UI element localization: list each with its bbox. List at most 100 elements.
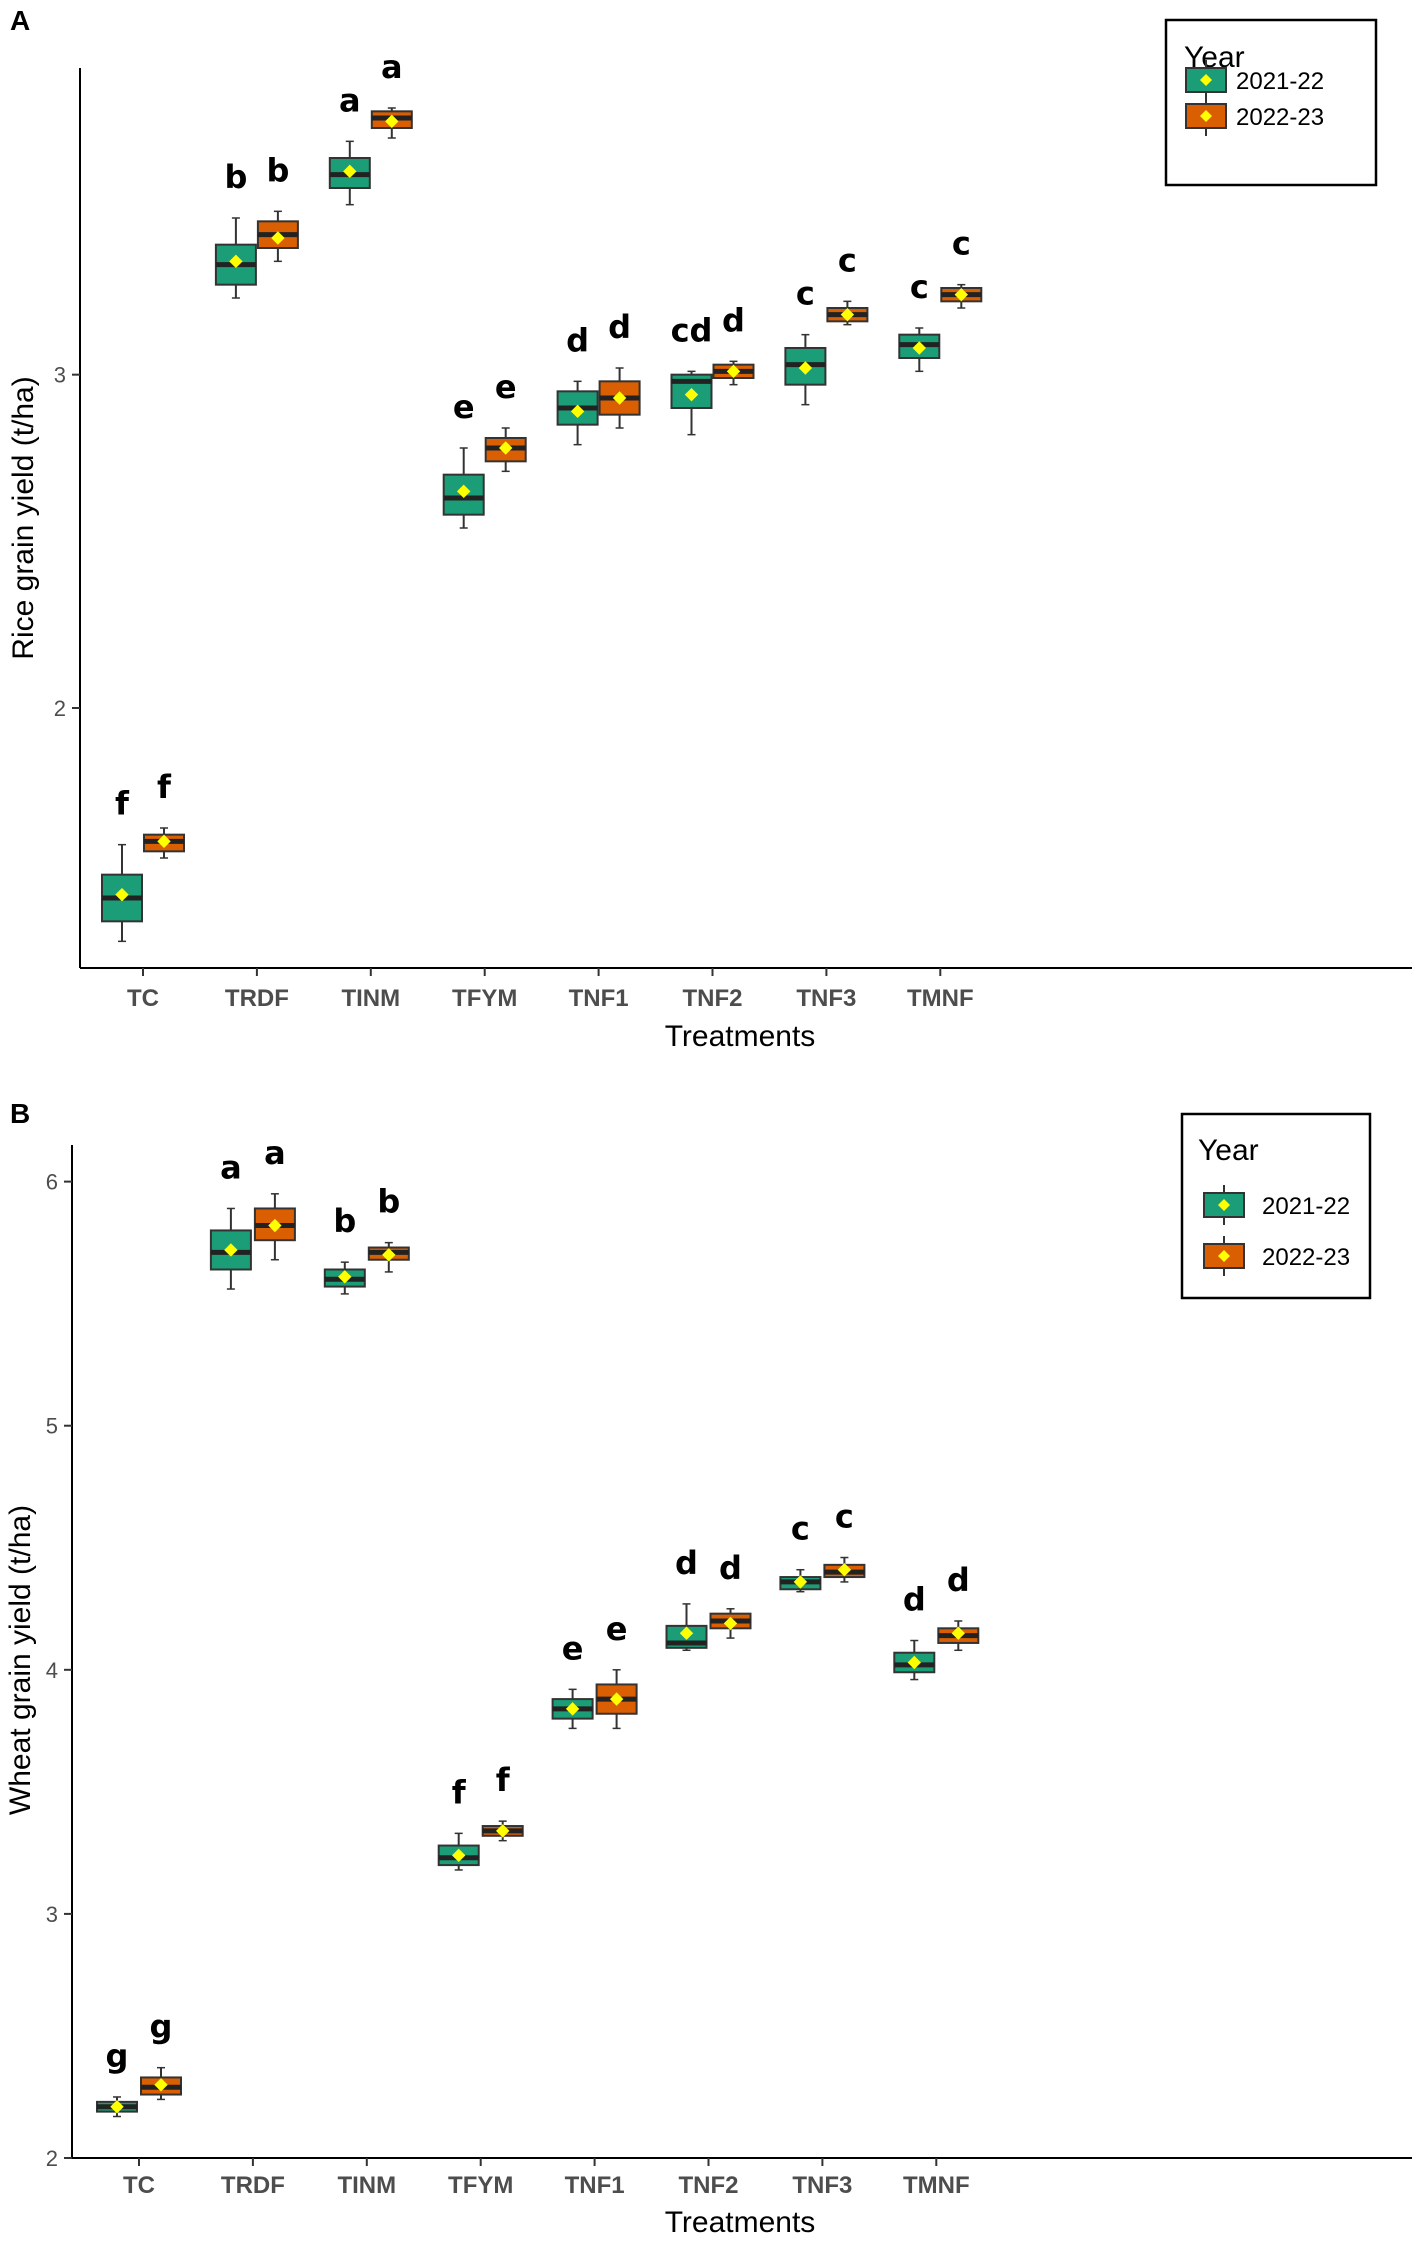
panel-b-x-tick-label: TFYM [448,2172,513,2199]
panel-b-box-2022-23: d [709,1549,752,1639]
panel-b-y-tick-label: 4 [46,1658,58,1683]
panel-a-mean-marker [343,164,357,179]
panel-a-x-tick-label: TFYM [452,985,517,1012]
panel-b-mean-marker [679,1626,694,1640]
panel-a-box-2021-22: b [214,158,257,299]
panel-b-significance-letter: f [496,1761,511,1799]
panel-a-label: A [10,5,30,36]
panel-b-significance-letter: e [606,1610,628,1648]
panel-b-significance-letter: d [903,1581,926,1619]
panel-b-x-tick-label: TMNF [903,2172,970,2199]
panel-b-mean-marker [565,1702,580,1716]
panel-a-x-tick-label: TNF3 [796,985,856,1012]
panel-a-significance-letter: f [157,768,172,806]
panel-b-y-tick-label: 3 [46,1902,58,1927]
panel-a-x-axis-title: Treatments [665,1020,816,1053]
panel-a-mean-marker [726,364,741,379]
panel-a-mean-marker [229,254,243,269]
panel-a-significance-letter: c [952,225,971,263]
panel-a-mean-marker [840,307,855,322]
panel-b-box-2022-23: b [367,1183,410,1273]
panel-a-significance-letter: a [381,48,403,86]
panel-b-significance-letter: g [150,2008,173,2046]
panel-b-y-axis-title: Wheat grain yield (t/ha) [4,1505,37,1815]
panel-b-legend-item: 2022-23 [1203,1236,1350,1276]
panel-a-box-2021-22: d [556,321,599,446]
panel-b-box-2021-22: d [893,1581,936,1681]
panel-b-mean-marker [723,1616,738,1631]
panel-b-legend-mean [1218,1199,1230,1211]
panel-a-mean-marker [498,441,513,455]
panel-a-significance-letter: c [796,275,815,313]
panel-a-box-2022-23: a [370,48,413,139]
panel-a-significance-letter: b [266,151,289,189]
panel-b-box-2022-23: g [140,2008,182,2101]
panel-b-y-tick-label: 6 [46,1170,58,1195]
panel-a-legend-mean [1200,74,1212,86]
panel-a-x-tick-label: TRDF [225,985,289,1012]
panel-a-significance-letter: d [608,308,631,346]
panel-a-significance-letter: cd [671,311,713,349]
panel-a-legend-item: 2022-23 [1185,96,1324,136]
panel-b-legend-item: 2021-22 [1203,1185,1350,1225]
panel-b-x-tick-label: TC [123,2172,155,2199]
panel-a-box-2022-23: d [598,308,641,429]
panel-b-legend-label: 2021-22 [1262,1193,1350,1220]
panel-b-marks: 2 3 4 5 6 TC TRDF TINM TFYM TNF1 TNF2 TNF3 TMNF g a b f e… [46,1134,980,2199]
panel-b-significance-letter: c [835,1498,854,1536]
panel-a-box-2021-22: a [328,81,371,206]
panel-a-mean-marker [385,114,399,129]
panel-b-x-tick-label: TINM [337,2172,396,2199]
panel-b-box-2022-23: d [937,1561,980,1652]
panel-b-significance-letter: b [333,1202,356,1240]
panel-b-x-tick-label: TNF2 [679,2172,739,2199]
panel-b-mean-marker [154,2078,168,2092]
panel-a-significance-letter: b [224,158,247,196]
panel-b-box-2022-23: f [481,1761,524,1842]
panel-b-box-2021-22: b [323,1202,366,1295]
panel-a-mean-marker [912,341,927,355]
panel-a-y-tick-label: 3 [54,363,66,388]
panel-b-mean-marker [907,1655,922,1670]
panel-a-box-2022-23: c [940,225,983,309]
panel-a-mean-marker [115,887,129,902]
panel-a-box-2021-22: c [784,275,827,406]
panel-b-box-2021-22: g [96,2037,138,2118]
panel-b-significance-letter: g [106,2037,129,2075]
panel-b-legend-title: Year [1198,1134,1259,1167]
panel-a-box-2022-23: e [484,368,527,473]
panel-b-x-axis-title: Treatments [665,2206,816,2239]
panel-a-legend-mean [1200,110,1212,122]
panel-a-significance-letter: e [495,368,517,406]
panel-b-box-2021-22: d [665,1544,708,1652]
panel-b-mean-marker [609,1692,624,1706]
panel-a-mean-marker [954,287,969,302]
panel-b-significance-letter: f [452,1773,467,1811]
panel-a-legend-label: 2021-22 [1236,68,1324,95]
panel-a-significance-letter: a [339,81,361,119]
panel-a-mean-marker [157,834,171,849]
panel-b-significance-letter: d [719,1549,742,1587]
panel-a-significance-letter: c [838,241,857,279]
panel-b-mean-marker [495,1824,510,1838]
panel-b-legend-label: 2022-23 [1262,1244,1350,1271]
panel-b-legend: Year 2021-22 2022-23 [1180,1112,1372,1300]
panel-b-significance-letter: a [220,1148,242,1186]
panel-a-mean-marker [612,391,627,405]
panel-a-box-2021-22: c [898,268,941,373]
panel-a-rice: A Treatments Rice grain yield (t/ha) 2 3 T… [7,5,1412,1053]
panel-b-box-2022-23: a [253,1134,296,1261]
panel-a-mean-marker [271,231,285,245]
panel-a-significance-letter: d [566,321,589,359]
panel-a-legend-item: 2021-22 [1185,60,1324,100]
panel-b-box-2021-22: a [209,1148,252,1290]
panel-b-mean-marker [338,1270,352,1284]
panel-a-y-axis-title: Rice grain yield (t/ha) [7,376,40,659]
panel-a-mean-marker [798,361,813,375]
panel-a-box-2021-22: cd [670,311,713,436]
panel-a-box-2021-22: f [101,785,143,943]
panel-a-y-tick-label: 2 [54,696,66,721]
panel-b-y-tick-label: 2 [46,2146,58,2171]
